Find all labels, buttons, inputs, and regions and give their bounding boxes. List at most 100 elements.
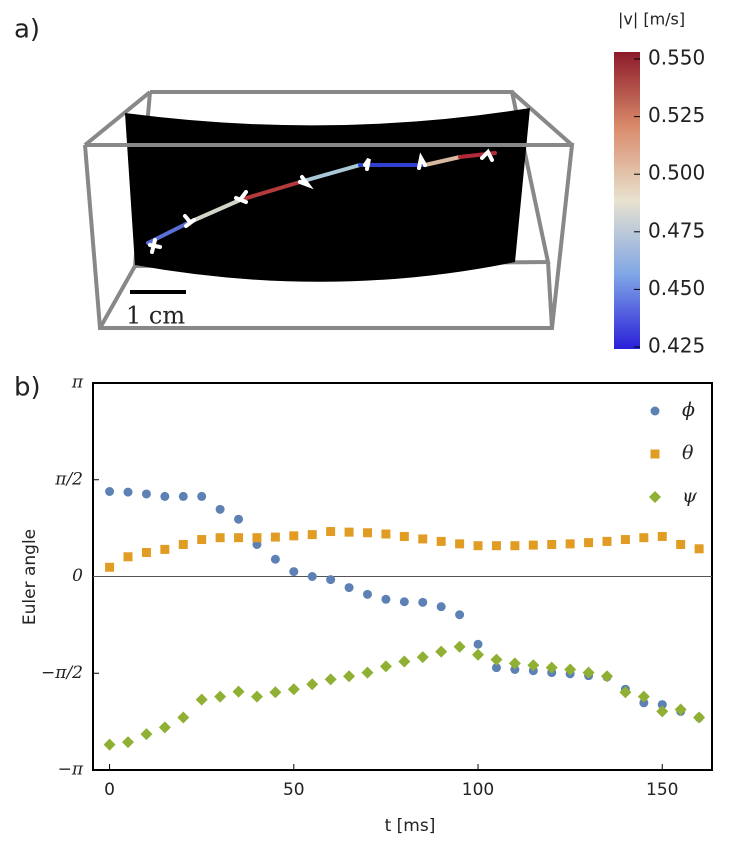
point (343, 670, 356, 683)
legend-label: θ (682, 442, 694, 464)
point (639, 698, 649, 708)
body-marker (234, 190, 248, 204)
point (362, 589, 372, 599)
colorbar-tick-label: 0.450 (648, 276, 705, 300)
point (528, 540, 538, 550)
point (545, 661, 558, 674)
point (326, 527, 336, 537)
colorbar-tick-label: 0.550 (648, 46, 705, 70)
point (619, 686, 632, 699)
colorbar-label: |v| [m/s] (618, 10, 685, 29)
legend-marker (649, 491, 661, 503)
point (564, 663, 577, 676)
point (510, 665, 520, 675)
point (472, 648, 485, 661)
point (379, 660, 392, 673)
point (306, 678, 319, 691)
point (455, 539, 465, 549)
legend-label: ψ (682, 485, 698, 507)
point (491, 541, 501, 551)
point (602, 536, 612, 546)
point (140, 728, 153, 741)
point (582, 666, 595, 679)
render-3d: 1 cm (83, 90, 575, 330)
box-edge (83, 90, 152, 147)
colorbar-tick-label: 0.425 (648, 334, 705, 358)
point (215, 533, 225, 543)
point (105, 562, 115, 572)
scale-bar-label: 1 cm (126, 302, 185, 330)
point (250, 690, 263, 703)
point (490, 653, 503, 666)
point (197, 491, 207, 501)
y-tick-label: −π (58, 760, 84, 780)
legend-marker (650, 449, 660, 459)
point (361, 666, 374, 679)
point (195, 693, 208, 706)
point (307, 572, 317, 581)
point (269, 686, 282, 699)
x-tick-label: 50 (283, 780, 305, 800)
body-marker (417, 152, 427, 170)
point (435, 645, 448, 658)
body-marker (148, 238, 162, 254)
box-front (83, 143, 575, 330)
point (657, 700, 667, 710)
y-tick-label: π (71, 373, 84, 393)
point (289, 567, 299, 577)
x-tick-label: 100 (462, 780, 494, 800)
x-tick-label: 150 (646, 780, 678, 800)
point (270, 554, 280, 564)
point (232, 685, 245, 698)
point (123, 487, 133, 497)
point (656, 705, 669, 718)
point (674, 703, 687, 716)
surface (125, 108, 530, 282)
panel-label: a) (14, 15, 40, 45)
point (620, 535, 630, 545)
point (399, 531, 409, 541)
point (436, 602, 446, 612)
point (362, 528, 372, 538)
point (508, 657, 521, 670)
colorbar-tick-label: 0.500 (648, 161, 705, 185)
body-marker (480, 148, 494, 162)
point (455, 610, 465, 620)
point (289, 531, 299, 541)
point (123, 552, 133, 562)
point (234, 514, 244, 524)
point (344, 527, 354, 537)
point (453, 640, 466, 653)
colorbar-tick-label: 0.475 (648, 218, 705, 242)
point (637, 690, 650, 703)
trajectory (423, 155, 462, 167)
box-edge (98, 265, 137, 329)
point (399, 597, 409, 607)
point (252, 533, 262, 543)
point (676, 539, 686, 549)
point (324, 673, 337, 686)
point (381, 594, 391, 604)
point (527, 659, 540, 672)
point (158, 721, 171, 734)
point (657, 531, 667, 541)
trajectory (188, 198, 242, 224)
point (418, 534, 428, 544)
body-marker (183, 214, 196, 228)
point (252, 539, 262, 549)
x-axis-label: t [ms] (385, 816, 436, 836)
legend-marker (650, 406, 660, 416)
point (326, 575, 336, 585)
point (197, 535, 207, 545)
point (473, 639, 483, 649)
point (694, 544, 704, 554)
point (381, 529, 391, 539)
point (510, 541, 520, 551)
y-tick-label: 0 (72, 566, 83, 586)
point (177, 711, 190, 724)
y-axis-label: Euler angle (20, 529, 40, 625)
trajectory (298, 163, 362, 184)
point (473, 541, 483, 551)
point (178, 539, 188, 549)
